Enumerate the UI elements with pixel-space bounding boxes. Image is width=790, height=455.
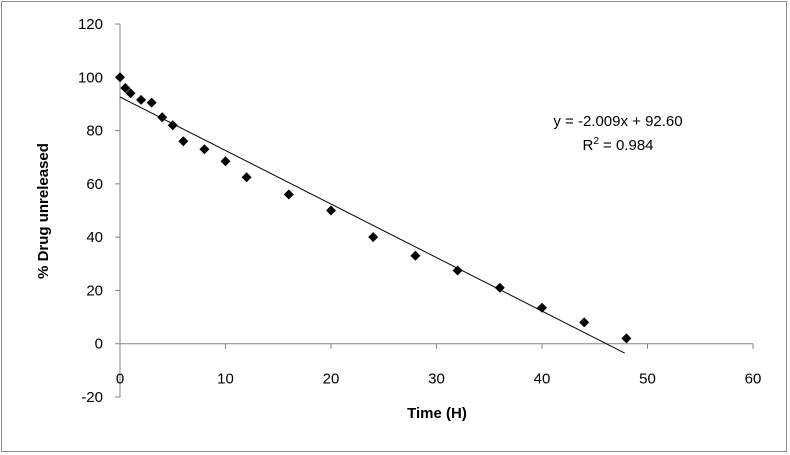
x-axis-title: Time (H): [407, 405, 467, 422]
data-point: [452, 265, 463, 276]
data-point: [125, 88, 136, 99]
r-squared-superscript: 2: [593, 136, 599, 147]
y-tick-label: 40: [86, 229, 103, 246]
y-tick-label: 20: [86, 282, 103, 299]
plot-marks: [115, 23, 754, 398]
x-tick-label: 60: [745, 371, 762, 388]
data-point: [283, 189, 294, 200]
x-tick-label: 30: [428, 371, 445, 388]
data-point: [494, 282, 505, 293]
tick-labels: -20 0 20 40 60 80 100 120 0 10 20 30 40 50 60: [78, 16, 761, 406]
x-tick-label: 0: [116, 371, 124, 388]
y-axis-title: % Drug unreleased: [35, 143, 52, 279]
data-point: [410, 250, 421, 261]
data-point: [136, 94, 147, 105]
y-tick-label: 120: [78, 16, 103, 33]
data-point: [115, 72, 125, 83]
y-tick-label: 100: [78, 69, 103, 86]
y-tick-label: 0: [95, 336, 103, 353]
y-tick-label: 80: [86, 123, 103, 140]
data-point: [579, 317, 590, 328]
data-point: [326, 205, 336, 216]
data-point: [167, 120, 178, 131]
data-point: [368, 232, 379, 243]
data-point: [220, 156, 231, 167]
data-point: [178, 136, 189, 147]
r-squared-symbol: R: [582, 137, 593, 154]
x-tick-label: 10: [217, 371, 234, 388]
trendline-equation: y = -2.009x + 92.60: [553, 113, 682, 130]
data-point: [146, 97, 157, 108]
y-tick-label: -20: [81, 389, 103, 406]
data-point: [120, 82, 131, 93]
r-squared-value: = 0.984: [599, 137, 654, 154]
trendline: [119, 96, 625, 354]
x-tick-label: 20: [323, 371, 340, 388]
r-squared-label: R2 = 0.984: [582, 136, 653, 154]
data-point: [537, 302, 547, 313]
data-point: [621, 333, 632, 344]
x-tick-label: 40: [534, 371, 551, 388]
data-point: [157, 112, 168, 123]
data-point: [199, 144, 210, 155]
y-tick-label: 60: [86, 176, 103, 193]
data-point: [241, 172, 252, 183]
x-tick-label: 50: [639, 371, 656, 388]
